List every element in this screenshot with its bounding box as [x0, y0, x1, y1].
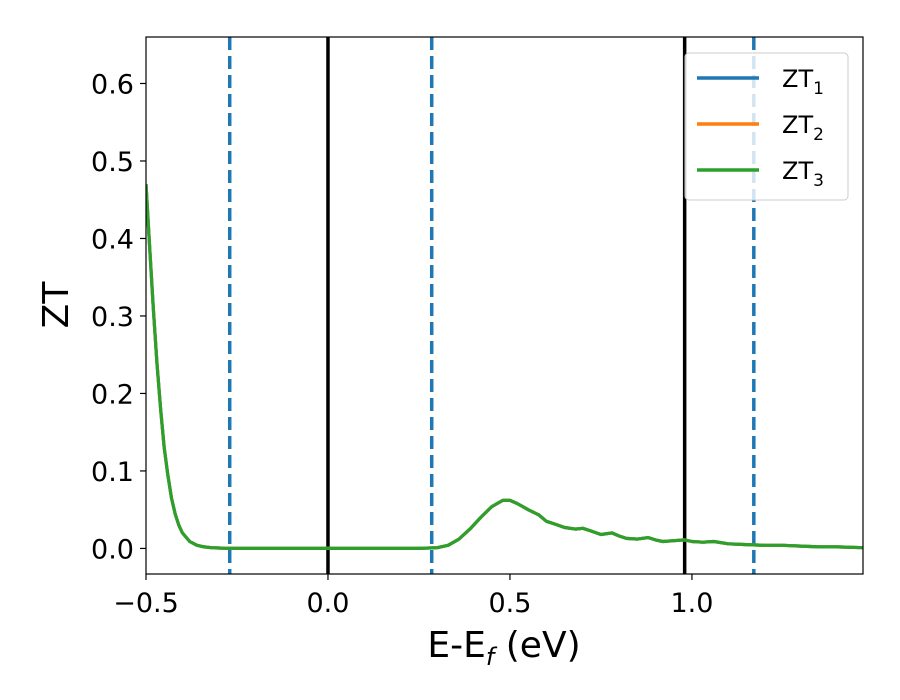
reference-lines: [227, 37, 756, 574]
x-tick-label: 0.0: [307, 588, 350, 619]
series-line-ZT3: [146, 184, 863, 551]
legend: ZT1 ZT2 ZT3: [684, 52, 849, 201]
y-tick-label: 0.6: [91, 69, 134, 100]
series-lines: [146, 184, 863, 551]
y-axis: 0.0 0.1 0.2 0.3 0.4 0.5 0.6: [91, 69, 146, 565]
x-tick-label: 0.5: [488, 588, 531, 619]
x-tick-label: 1.0: [670, 588, 713, 619]
legend-entry: ZT3: [782, 157, 824, 191]
plot-frame: [145, 36, 864, 575]
y-tick-label: 0.1: [91, 457, 134, 488]
x-axis: −0.5 0.0 0.5 1.0: [113, 574, 713, 619]
y-tick-label: 0.2: [91, 379, 134, 410]
y-tick-label: 0.5: [91, 147, 134, 178]
y-axis-label: ZT: [36, 281, 77, 329]
y-tick-label: 0.0: [91, 534, 134, 565]
legend-box: [684, 52, 849, 201]
x-axis-label: E-Ef (eV): [427, 625, 580, 671]
legend-entry: ZT2: [782, 111, 824, 145]
y-tick-label: 0.3: [91, 302, 134, 333]
y-tick-label: 0.4: [91, 224, 134, 255]
legend-entry: ZT1: [782, 65, 824, 99]
x-tick-label: −0.5: [113, 588, 179, 619]
